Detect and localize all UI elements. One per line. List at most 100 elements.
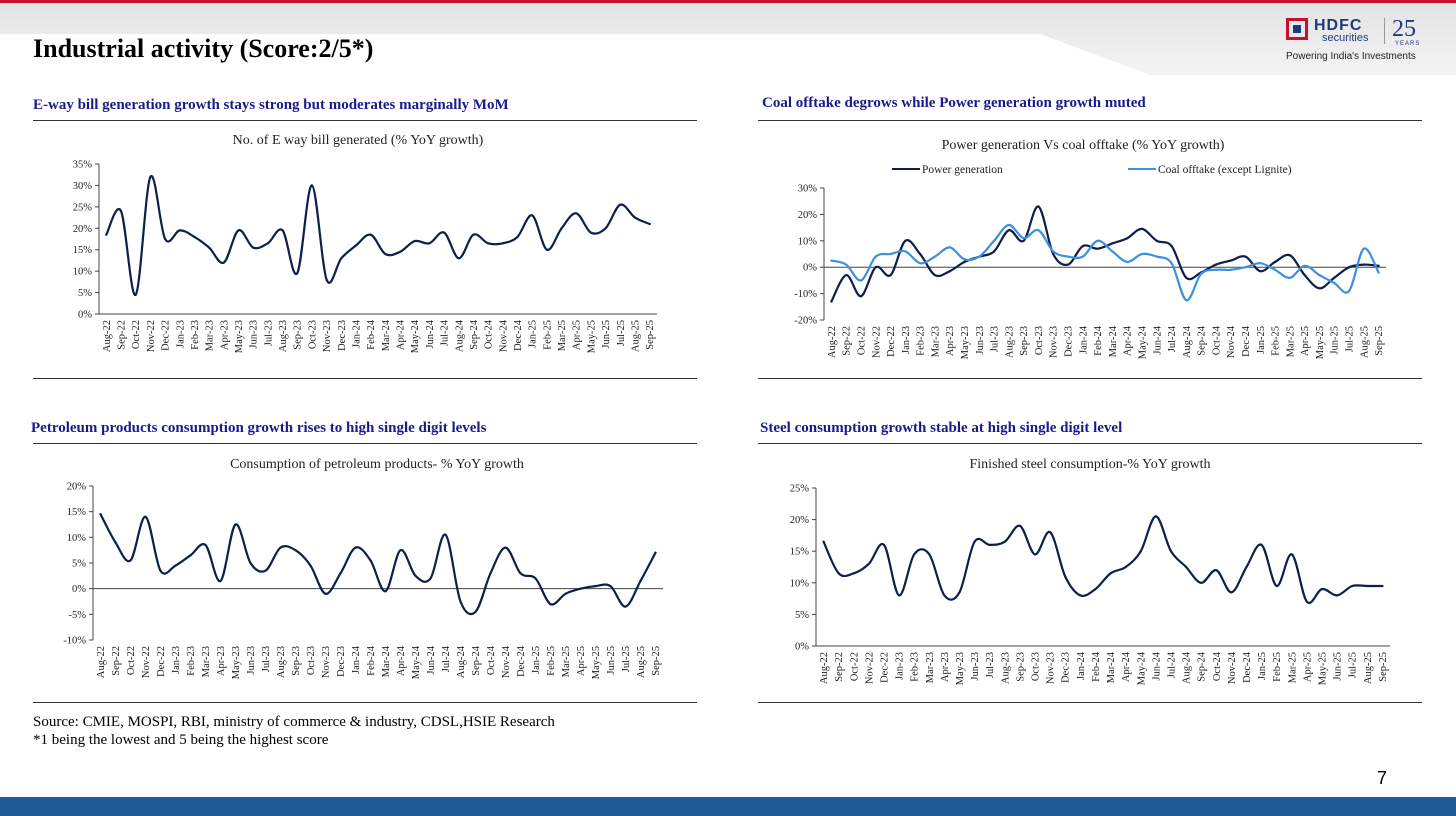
x-tick-label: Jun-25: [601, 320, 612, 349]
data-point: [1052, 250, 1055, 253]
x-tick-label: Jul-25: [616, 320, 627, 346]
x-tick-label: Nov-22: [871, 326, 882, 358]
data-point: [369, 559, 372, 562]
data-point: [324, 592, 327, 595]
x-tick-label: Feb-24: [366, 319, 377, 349]
data-point: [913, 553, 916, 556]
data-point: [266, 242, 269, 245]
data-point: [443, 231, 446, 234]
data-point: [948, 246, 951, 249]
x-tick-label: Aug-22: [96, 646, 107, 678]
x-tick-label: Jan-24: [1078, 325, 1089, 354]
data-point: [1096, 247, 1099, 250]
x-tick-label: May-25: [586, 320, 597, 353]
x-tick-label: Jan-25: [1256, 326, 1267, 354]
divider: [758, 378, 1422, 379]
data-point: [845, 274, 848, 277]
data-point: [898, 594, 901, 597]
series-line: [830, 205, 1380, 303]
divider: [33, 120, 697, 121]
data-point: [1288, 276, 1291, 279]
data-point: [1200, 272, 1203, 275]
data-point: [234, 523, 237, 526]
data-point: [384, 252, 387, 256]
x-tick-label: Sep-22: [111, 646, 122, 676]
x-tick-label: Nov-23: [321, 646, 332, 678]
x-tick-label: Jul-23: [263, 320, 274, 346]
data-point: [933, 274, 936, 277]
score-footnote: *1 being the lowest and 5 being the high…: [33, 732, 329, 748]
data-point: [1081, 255, 1084, 258]
data-point: [1139, 550, 1142, 553]
x-tick-label: Jun-24: [425, 319, 436, 348]
logo-years: 25: [1392, 16, 1416, 42]
x-tick-label: Dec-22: [161, 320, 172, 351]
data-point: [1214, 268, 1217, 271]
data-point: [504, 546, 507, 549]
data-point: [1185, 276, 1188, 279]
data-point: [1052, 252, 1055, 256]
x-tick-label: Jan-23: [895, 652, 906, 680]
x-tick-label: Oct-22: [856, 326, 867, 355]
data-point: [279, 546, 282, 549]
data-point: [204, 543, 207, 547]
data-point: [178, 229, 181, 232]
section-heading-eway: E-way bill generation growth stays stron…: [33, 97, 509, 113]
x-tick-label: Jan-23: [171, 646, 182, 674]
x-tick-label: Feb-25: [1271, 326, 1282, 356]
divider: [758, 443, 1422, 444]
x-tick-label: Jul-24: [1167, 325, 1178, 352]
data-point: [399, 549, 402, 552]
chart-title: No. of E way bill generated (% YoY growt…: [233, 133, 484, 148]
data-point: [309, 564, 312, 567]
x-tick-label: Mar-25: [1285, 326, 1296, 357]
divider: [758, 702, 1422, 703]
x-tick-label: Feb-24: [366, 645, 377, 675]
x-tick-label: Sep-23: [293, 320, 304, 350]
data-point: [294, 549, 297, 552]
series-line: [830, 223, 1380, 302]
data-point: [1274, 260, 1277, 263]
data-point: [594, 585, 597, 588]
x-tick-label: Oct-24: [484, 319, 495, 349]
data-point: [1170, 245, 1173, 248]
x-tick-label: Aug-24: [456, 645, 467, 678]
data-point: [633, 216, 637, 219]
data-point: [1303, 274, 1306, 277]
data-point: [1215, 569, 1218, 572]
divider: [33, 702, 697, 703]
x-tick-label: Jan-23: [901, 326, 912, 354]
x-tick-label: Aug-22: [819, 652, 830, 684]
data-point: [1362, 263, 1365, 266]
x-tick-label: Sep-22: [834, 652, 845, 682]
x-tick-label: Dec-22: [879, 652, 890, 683]
data-point: [219, 579, 222, 583]
y-tick-label: 20%: [798, 210, 818, 221]
data-point: [1230, 591, 1233, 594]
x-tick-label: May-24: [411, 645, 422, 679]
data-point: [1259, 270, 1262, 273]
data-point: [474, 610, 477, 613]
data-point: [604, 227, 607, 230]
x-tick-label: Aug-23: [278, 320, 289, 352]
x-tick-label: Mar-23: [201, 646, 212, 677]
data-point: [564, 592, 567, 595]
x-tick-label: Oct-23: [1034, 326, 1045, 355]
x-tick-label: Feb-23: [916, 326, 927, 356]
section-heading-steel: Steel consumption growth stable at high …: [760, 420, 1123, 436]
data-point: [1018, 524, 1021, 527]
data-point: [310, 184, 313, 187]
steel-chart: Finished steel consumption-% YoY growth 0…: [790, 457, 1390, 685]
x-tick-label: Sep-24: [469, 319, 480, 349]
data-point: [654, 551, 657, 554]
x-tick-label: Jun-25: [1333, 652, 1344, 681]
data-point: [428, 242, 431, 245]
legend-label: Coal offtake (except Lignite): [1158, 164, 1292, 176]
y-tick-label: 10%: [790, 578, 810, 589]
y-tick-label: 20%: [790, 515, 810, 526]
data-point: [149, 175, 152, 178]
x-tick-label: Aug-25: [1363, 652, 1374, 684]
x-tick-label: Jul-23: [985, 652, 996, 678]
x-tick-label: Oct-22: [849, 652, 860, 681]
divider: [33, 378, 697, 379]
